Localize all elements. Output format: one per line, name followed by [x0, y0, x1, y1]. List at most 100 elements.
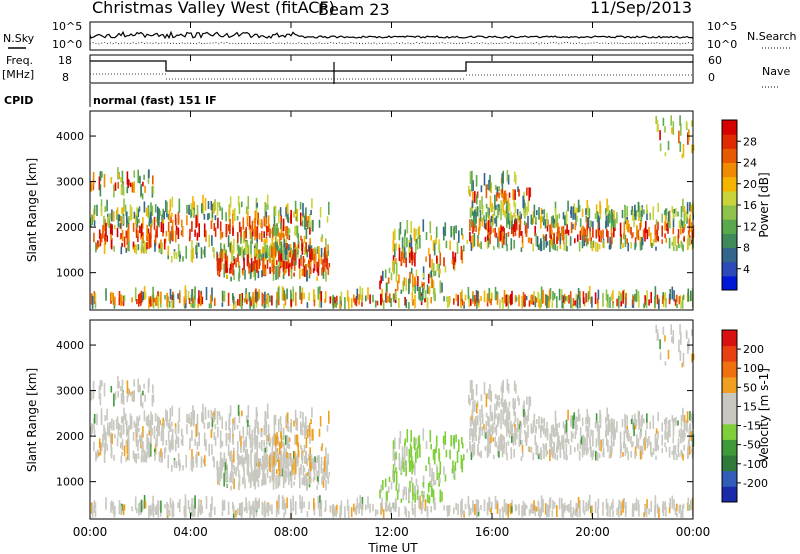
power-echo-mark — [278, 260, 281, 268]
velocity-echo-mark — [316, 485, 318, 490]
velocity-echo-mark — [500, 398, 503, 405]
velocity-echo-mark — [210, 429, 213, 438]
velocity-echo-mark — [138, 385, 141, 393]
power-echo-mark — [661, 213, 663, 223]
colorbar-segment — [722, 275, 737, 291]
power-echo-mark — [657, 202, 659, 213]
velocity-echo-mark — [229, 476, 231, 483]
power-echo-mark — [200, 247, 203, 259]
power-echo-mark — [144, 291, 147, 300]
power-echo-mark — [306, 249, 309, 258]
power-echo-mark — [585, 293, 587, 303]
velocity-echo-mark — [431, 467, 433, 481]
power-echo-mark — [222, 251, 225, 258]
velocity-echo-mark — [435, 435, 438, 447]
power-echo-mark — [211, 287, 213, 302]
power-echo-mark — [196, 252, 198, 259]
power-echo-mark — [277, 287, 280, 300]
velocity-echo-mark — [290, 466, 293, 479]
power-echo-mark — [263, 294, 265, 304]
velocity-echo-mark — [503, 444, 505, 454]
power-echo-mark — [393, 293, 395, 303]
velocity-echo-mark — [222, 460, 225, 467]
power-echo-mark — [99, 173, 102, 182]
power-echo-mark — [214, 215, 217, 221]
velocity-echo-mark — [602, 501, 604, 516]
power-echo-mark — [273, 256, 276, 266]
velocity-echo-mark — [414, 486, 417, 495]
velocity-echo-mark — [242, 459, 245, 471]
velocity-echo-mark — [480, 504, 482, 511]
power-echo-mark — [579, 218, 582, 227]
power-echo-mark — [210, 201, 213, 211]
velocity-echo-mark — [415, 451, 417, 463]
velocity-echo-mark — [613, 429, 615, 437]
power-echo-mark — [463, 301, 465, 306]
power-echo-mark — [203, 214, 206, 220]
velocity-echo-mark — [247, 405, 250, 419]
velocity-echo-mark — [567, 438, 570, 445]
velocity-echo-mark — [290, 456, 292, 464]
power-echo-mark — [480, 241, 482, 250]
velocity-echo-mark — [687, 497, 690, 511]
velocity-echo-mark — [488, 437, 491, 445]
velocity-echo-mark — [204, 455, 206, 467]
power-echo-mark — [308, 292, 310, 301]
power-echo-mark — [611, 209, 613, 214]
power-echo-mark — [471, 210, 474, 216]
velocity-echo-mark — [649, 421, 651, 429]
velocity-echo-mark — [648, 436, 650, 446]
power-echo-mark — [117, 181, 119, 189]
velocity-echo-mark — [328, 410, 330, 424]
power-echo-mark — [678, 130, 680, 144]
power-echo-mark — [113, 211, 115, 222]
velocity-echo-mark — [688, 338, 690, 350]
power-echo-mark — [672, 121, 675, 135]
velocity-echo-mark — [598, 453, 601, 459]
power-echo-mark — [331, 296, 334, 301]
velocity-echo-mark — [495, 424, 498, 436]
power-echo-mark — [221, 207, 223, 220]
power-echo-mark — [677, 229, 680, 239]
power-echo-mark — [132, 241, 135, 248]
velocity-echo-mark — [168, 440, 171, 451]
power-echo-mark — [666, 223, 668, 231]
power-echo-mark — [510, 238, 513, 251]
power-echo-mark — [566, 246, 568, 252]
velocity-echo-mark — [570, 418, 572, 424]
velocity-echo-mark — [597, 512, 599, 518]
time-tick-label: 16:00 — [475, 525, 510, 539]
velocity-echo-mark — [586, 414, 589, 425]
velocity-echo-mark — [112, 501, 115, 514]
velocity-echo-mark — [295, 501, 297, 515]
velocity-echo-mark — [232, 422, 234, 434]
power-echo-mark — [157, 296, 160, 309]
velocity-echo-mark — [219, 439, 222, 449]
power-echo-mark — [506, 244, 508, 252]
power-echo-mark — [501, 173, 503, 186]
velocity-echo-mark — [642, 438, 645, 447]
power-echo-mark — [309, 268, 311, 276]
power-echo-mark — [475, 290, 478, 302]
velocity-echo-mark — [250, 507, 252, 516]
power-echo-mark — [634, 237, 637, 243]
power-echo-mark — [570, 209, 572, 215]
velocity-echo-mark — [590, 429, 592, 437]
power-echo-mark — [255, 261, 258, 272]
power-echo-mark — [232, 304, 235, 310]
velocity-echo-mark — [202, 403, 204, 418]
velocity-echo-mark — [196, 451, 198, 464]
velocity-echo-mark — [511, 424, 513, 432]
velocity-echo-mark — [678, 339, 680, 353]
power-echo-mark — [264, 209, 266, 218]
velocity-echo-mark — [321, 443, 324, 448]
velocity-echo-mark — [240, 503, 242, 517]
power-echo-mark — [481, 196, 483, 210]
velocity-echo-mark — [239, 503, 241, 515]
velocity-echo-mark — [506, 453, 508, 461]
power-echo-mark — [201, 296, 204, 305]
power-echo-mark — [682, 244, 684, 252]
velocity-echo-mark — [664, 430, 666, 440]
power-echo-mark — [239, 294, 241, 306]
power-echo-mark — [166, 292, 168, 307]
